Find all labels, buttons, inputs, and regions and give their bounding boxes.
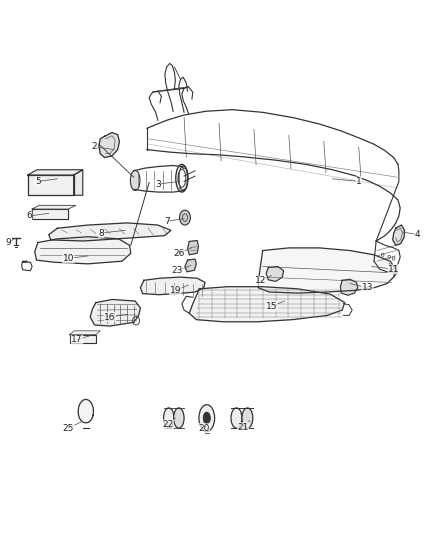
Ellipse shape [231,408,242,428]
Polygon shape [340,279,358,295]
Text: 6: 6 [26,212,32,221]
Polygon shape [187,240,198,255]
Ellipse shape [180,210,191,225]
Polygon shape [266,266,284,281]
Polygon shape [49,223,171,241]
Text: 7: 7 [164,217,170,226]
Polygon shape [70,331,100,335]
Polygon shape [141,277,205,295]
Text: 11: 11 [388,265,399,273]
Polygon shape [258,248,396,293]
Polygon shape [78,399,93,423]
Text: 25: 25 [63,424,74,433]
Polygon shape [185,259,196,272]
Polygon shape [70,335,96,343]
Polygon shape [32,209,68,219]
Ellipse shape [173,408,184,428]
Text: 3: 3 [155,180,161,189]
Polygon shape [393,225,405,245]
Polygon shape [90,300,141,326]
Text: 12: 12 [255,276,266,285]
Text: 23: 23 [172,266,183,275]
Text: 15: 15 [265,302,277,311]
Polygon shape [28,175,74,195]
Text: 5: 5 [35,177,41,186]
Text: 13: 13 [362,283,373,292]
Text: 20: 20 [198,424,209,433]
Polygon shape [99,133,120,158]
Polygon shape [74,169,83,195]
Text: 4: 4 [415,230,420,239]
Ellipse shape [163,408,174,428]
Ellipse shape [203,412,210,424]
Polygon shape [28,169,83,175]
Polygon shape [189,287,345,322]
Text: 19: 19 [170,286,181,295]
Text: 2: 2 [92,142,97,151]
Ellipse shape [131,170,140,190]
Text: 8: 8 [98,229,104,238]
Polygon shape [35,237,131,264]
Ellipse shape [242,408,253,428]
Ellipse shape [199,405,215,431]
Text: 22: 22 [162,420,173,429]
Text: 26: 26 [173,249,184,259]
Text: 21: 21 [237,423,249,432]
Text: 17: 17 [71,335,83,344]
Text: 16: 16 [104,312,116,321]
Text: 10: 10 [63,254,74,263]
Text: 1: 1 [356,177,362,186]
Text: 9: 9 [6,238,11,247]
Polygon shape [32,205,76,209]
